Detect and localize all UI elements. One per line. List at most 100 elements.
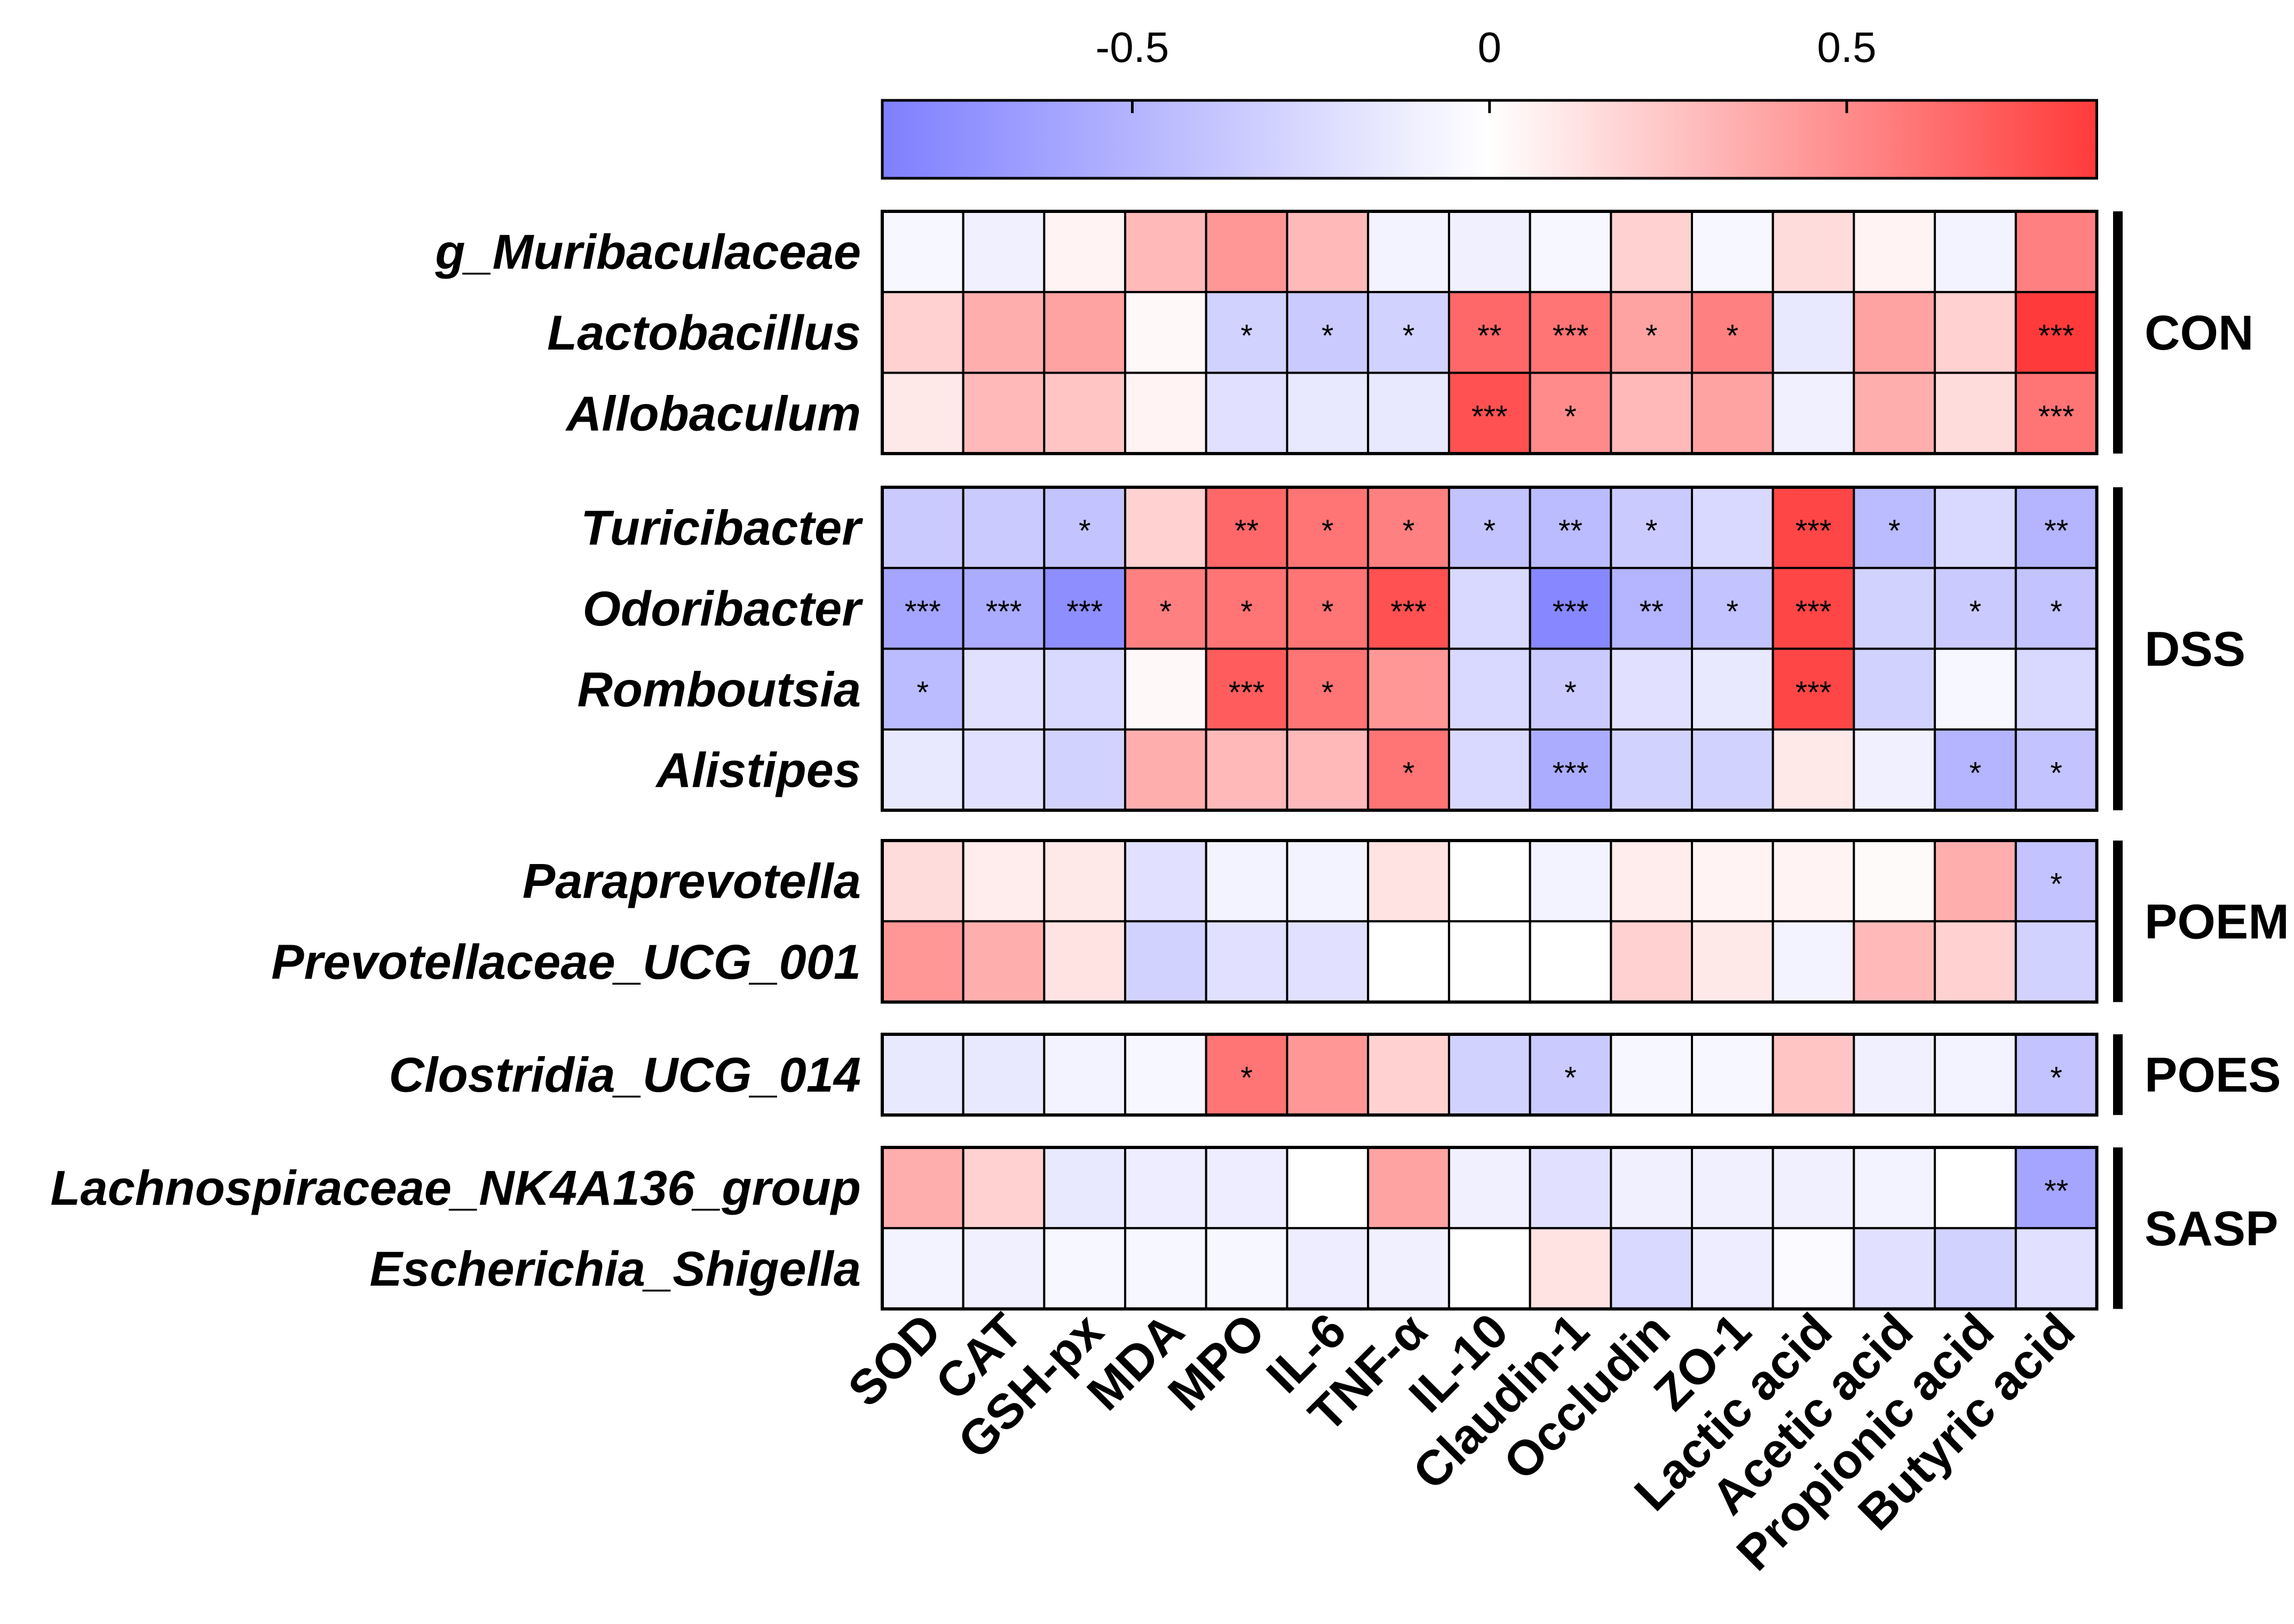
significance-marker: * xyxy=(1240,1061,1253,1096)
significance-marker: ** xyxy=(1235,514,1259,549)
heatmap-cell xyxy=(881,647,964,731)
heatmap-cell xyxy=(1124,647,1207,731)
row-label: Odoribacter xyxy=(583,582,864,636)
heatmap-cell xyxy=(1610,647,1694,731)
group-frame xyxy=(881,839,2099,1004)
heatmap-cell xyxy=(1853,839,1936,923)
significance-marker: *** xyxy=(1553,756,1589,791)
heatmap-cell xyxy=(962,1227,1046,1310)
heatmap-cell xyxy=(1367,1227,1450,1310)
heatmap-cell xyxy=(1043,291,1127,374)
heatmap-cell xyxy=(1286,371,1370,455)
significance-marker: *** xyxy=(1472,399,1508,434)
column-labels: SODCATGSH-pxMDAMPOIL-6TNF-αIL-10Claudin-… xyxy=(838,1303,2085,1581)
heatmap-cell xyxy=(2014,728,2098,812)
row-label: Prevotellaceae_UCG_001 xyxy=(271,935,861,989)
heatmap-cell xyxy=(1043,728,1127,812)
significance-marker: *** xyxy=(1066,595,1103,629)
heatmap-cell xyxy=(962,647,1046,731)
row-label: Paraprevotella xyxy=(523,854,861,909)
heatmap-cell xyxy=(1367,728,1450,812)
heatmap-cell xyxy=(1286,567,1370,650)
heatmap-cell xyxy=(1610,1033,1694,1116)
column-label: MPO xyxy=(1158,1303,1275,1421)
heatmap-cell xyxy=(1043,1033,1127,1116)
significance-marker: * xyxy=(1969,756,1982,791)
heatmap-cell xyxy=(2014,1227,2098,1310)
heatmap-cell xyxy=(1853,920,1936,1003)
heatmap-cell xyxy=(1124,728,1207,812)
heatmap-cell xyxy=(1205,1146,1288,1230)
significance-marker: * xyxy=(1322,595,1334,629)
heatmap-cell xyxy=(1610,920,1694,1003)
row-label: Clostridia_UCG_014 xyxy=(389,1048,861,1103)
heatmap-cell xyxy=(962,839,1046,923)
group-frame xyxy=(881,486,2099,812)
heatmap-cell xyxy=(1286,1033,1370,1116)
heatmap-cell xyxy=(1286,210,1370,294)
heatmap-cell xyxy=(1124,371,1207,455)
significance-marker: *** xyxy=(1229,675,1265,710)
heatmap-grid: * * * ** *** * * ****** * **** ** * * * ** * *** * ***** **… xyxy=(881,210,2099,1311)
significance-marker: * xyxy=(2050,595,2062,629)
significance-marker: ** xyxy=(2044,514,2068,549)
heatmap-cell xyxy=(1529,1227,1612,1310)
heatmap-cell xyxy=(1286,291,1370,374)
heatmap-cell xyxy=(1447,728,1531,812)
heatmap-cell xyxy=(1934,1227,2017,1310)
heatmap-cell xyxy=(1691,291,1774,374)
heatmap-cell xyxy=(881,486,964,569)
heatmap-cell xyxy=(1124,1146,1207,1230)
heatmap-cell xyxy=(962,210,1046,294)
heatmap-cell xyxy=(1529,647,1612,731)
heatmap-cell xyxy=(1367,839,1450,923)
significance-marker: * xyxy=(1564,399,1577,434)
heatmap-cell xyxy=(1853,210,1936,294)
heatmap-cell xyxy=(1691,1146,1774,1230)
heatmap-cell xyxy=(1447,1227,1531,1310)
significance-marker: ** xyxy=(1477,319,1501,353)
heatmap-cell xyxy=(1934,291,2017,374)
heatmap-cell xyxy=(1529,839,1612,923)
significance-marker: *** xyxy=(986,595,1022,629)
significance-marker: * xyxy=(1240,319,1253,353)
significance-marker: * xyxy=(1483,514,1496,549)
significance-marker: * xyxy=(1727,319,1739,353)
heatmap-cell xyxy=(1691,1227,1774,1310)
heatmap-cell xyxy=(1447,1146,1531,1230)
heatmap-cell xyxy=(1286,728,1370,812)
heatmap-cell xyxy=(1124,291,1207,374)
colorbar-tick-label: 0.5 xyxy=(1817,23,1876,71)
heatmap-cell xyxy=(1367,371,1450,455)
group-label: SASP xyxy=(2145,1201,2279,1256)
heatmap-cell xyxy=(1447,371,1531,455)
heatmap-cell xyxy=(1529,486,1612,569)
heatmap-cell xyxy=(2014,486,2098,569)
heatmap-cell xyxy=(881,839,964,923)
colorbar: -0.5 0 0.5 xyxy=(881,23,2098,180)
heatmap-cell xyxy=(2014,210,2098,294)
heatmap-cell xyxy=(1367,1146,1450,1230)
heatmap-cell xyxy=(1529,1033,1612,1116)
heatmap-cell xyxy=(1853,1033,1936,1116)
heatmap-cell xyxy=(1447,1033,1531,1116)
heatmap-cell xyxy=(1205,728,1288,812)
heatmap-cell xyxy=(2014,567,2098,650)
heatmap-cell xyxy=(1124,1033,1207,1116)
heatmap-cell xyxy=(1205,1227,1288,1310)
heatmap-cell xyxy=(1205,371,1288,455)
group-label: CON xyxy=(2145,306,2253,360)
heatmap-cell xyxy=(1286,1227,1370,1310)
heatmap-cell xyxy=(1934,1033,2017,1116)
significance-marker: * xyxy=(1646,514,1658,549)
significance-marker: *** xyxy=(905,595,941,629)
heatmap-cell xyxy=(1853,567,1936,650)
significance-marker: *** xyxy=(1795,514,1832,549)
heatmap-cell xyxy=(1771,291,1855,374)
heatmap-cell xyxy=(1367,1033,1450,1116)
heatmap-cell xyxy=(1934,486,2017,569)
significance-marker: * xyxy=(1969,595,1982,629)
heatmap-cell xyxy=(1124,486,1207,569)
heatmap-cell xyxy=(881,1146,964,1230)
